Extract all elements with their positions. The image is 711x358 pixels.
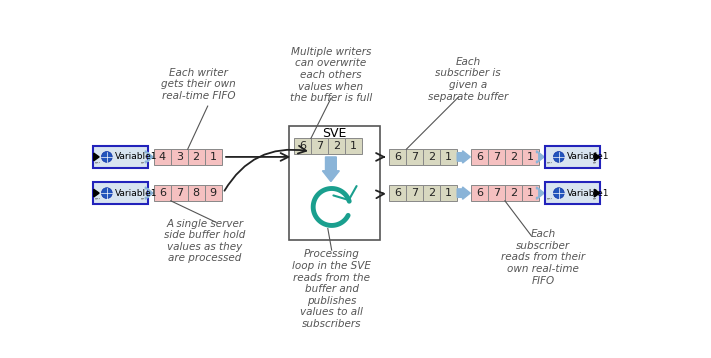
Bar	[440, 185, 457, 201]
Circle shape	[102, 188, 112, 198]
Text: 2: 2	[428, 188, 435, 198]
FancyArrow shape	[537, 151, 544, 163]
Text: "’: "’	[141, 161, 145, 166]
Text: 7: 7	[411, 188, 418, 198]
Text: Variable1: Variable1	[114, 153, 157, 161]
Text: "’’: "’’	[95, 197, 100, 202]
Text: 1: 1	[445, 152, 452, 162]
Text: 7: 7	[316, 141, 323, 151]
Bar	[488, 185, 505, 201]
Bar	[205, 185, 222, 201]
Text: Each
subscriber is
given a
separate buffer: Each subscriber is given a separate buff…	[428, 57, 508, 102]
Text: Each writer
gets their own
real-time FIFO: Each writer gets their own real-time FIF…	[161, 68, 236, 101]
Text: 7: 7	[493, 188, 500, 198]
Text: Processing
loop in the SVE
reads from the
buffer and
publishes
values to all
sub: Processing loop in the SVE reads from th…	[292, 249, 371, 329]
Text: 6: 6	[395, 152, 402, 162]
Text: Variable1: Variable1	[567, 189, 609, 198]
Text: "’: "’	[593, 197, 597, 202]
Bar	[294, 139, 311, 154]
Bar	[345, 139, 362, 154]
Bar	[488, 149, 505, 165]
Bar	[471, 149, 488, 165]
Text: Variable1: Variable1	[114, 189, 157, 198]
Text: 6: 6	[159, 188, 166, 198]
Text: 2: 2	[510, 152, 517, 162]
Bar	[522, 149, 539, 165]
Text: 6: 6	[395, 188, 402, 198]
Text: Multiple writers
can overwrite
each others
values when
the buffer is full: Multiple writers can overwrite each othe…	[290, 47, 372, 103]
Text: 6: 6	[476, 188, 483, 198]
Text: 1: 1	[527, 152, 534, 162]
Bar	[390, 149, 407, 165]
Text: 9: 9	[210, 188, 217, 198]
Text: "’: "’	[141, 197, 145, 202]
Text: 1: 1	[445, 188, 452, 198]
Text: 1: 1	[350, 141, 357, 151]
Bar	[505, 185, 522, 201]
Text: 1: 1	[527, 188, 534, 198]
Text: 3: 3	[176, 152, 183, 162]
Text: 8: 8	[193, 188, 200, 198]
Text: "’’: "’’	[547, 197, 552, 202]
Bar	[522, 185, 539, 201]
FancyArrow shape	[145, 151, 153, 163]
Polygon shape	[94, 189, 99, 197]
Text: "’’: "’’	[547, 161, 552, 166]
Text: 7: 7	[493, 152, 500, 162]
Text: 4: 4	[159, 152, 166, 162]
Bar	[407, 149, 423, 165]
Bar	[407, 185, 423, 201]
Circle shape	[553, 151, 565, 162]
Bar	[205, 149, 222, 165]
Bar	[188, 185, 205, 201]
Text: A single server
side buffer hold
values as they
are processed: A single server side buffer hold values …	[164, 218, 245, 263]
Text: "’’: "’’	[95, 161, 100, 166]
Bar	[171, 149, 188, 165]
Bar	[188, 149, 205, 165]
Bar	[505, 149, 522, 165]
Bar	[328, 139, 345, 154]
Bar	[289, 126, 380, 240]
Text: Variable1: Variable1	[567, 153, 609, 161]
Bar	[171, 185, 188, 201]
Text: 1: 1	[210, 152, 217, 162]
Bar	[390, 185, 407, 201]
FancyArrow shape	[322, 157, 339, 182]
Text: 2: 2	[193, 152, 200, 162]
Bar	[154, 149, 171, 165]
Bar	[545, 146, 600, 168]
Text: 2: 2	[510, 188, 517, 198]
FancyArrow shape	[537, 187, 544, 199]
Circle shape	[553, 188, 565, 198]
Bar	[423, 185, 440, 201]
FancyArrow shape	[145, 187, 153, 199]
Bar	[154, 185, 171, 201]
Bar	[311, 139, 328, 154]
Polygon shape	[594, 189, 599, 197]
Text: 7: 7	[411, 152, 418, 162]
Text: 2: 2	[333, 141, 340, 151]
Text: SVE: SVE	[323, 127, 347, 140]
Polygon shape	[94, 153, 99, 161]
Text: Each
subscriber
reads from their
own real-time
FIFO: Each subscriber reads from their own rea…	[501, 229, 585, 286]
Text: 7: 7	[176, 188, 183, 198]
Text: "’: "’	[593, 161, 597, 166]
Circle shape	[102, 151, 112, 162]
Bar	[471, 185, 488, 201]
Text: 2: 2	[428, 152, 435, 162]
FancyArrow shape	[457, 187, 470, 199]
Polygon shape	[594, 153, 599, 161]
Bar	[93, 146, 149, 168]
Bar	[440, 149, 457, 165]
Bar	[545, 182, 600, 204]
Bar	[93, 182, 149, 204]
Text: 6: 6	[299, 141, 306, 151]
FancyArrow shape	[457, 151, 470, 163]
Bar	[423, 149, 440, 165]
Text: 6: 6	[476, 152, 483, 162]
